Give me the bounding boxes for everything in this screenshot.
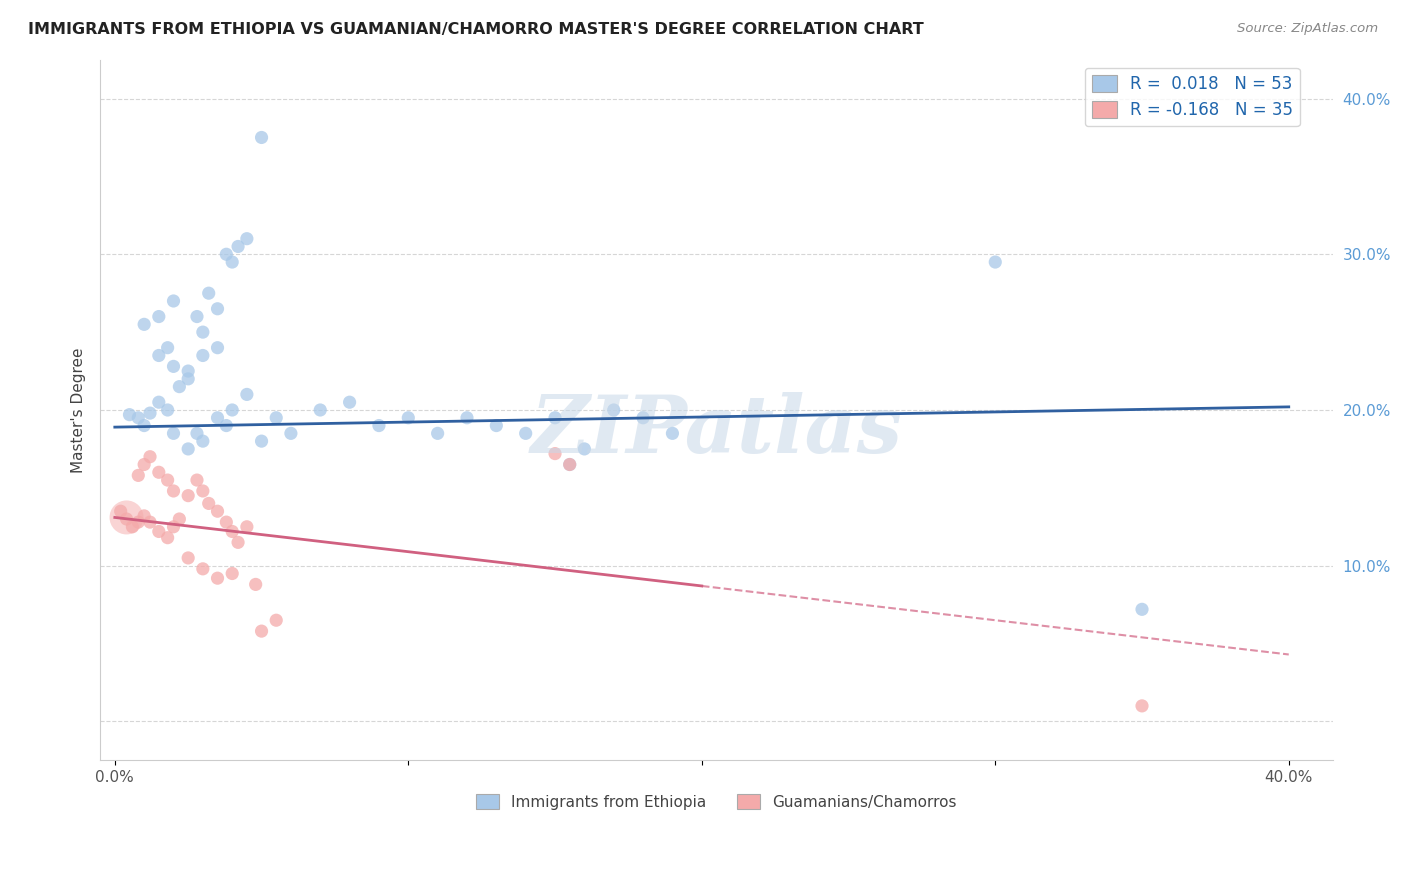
Point	[309, 403, 332, 417]
Point	[221, 255, 243, 269]
Point	[426, 426, 449, 441]
Text: IMMIGRANTS FROM ETHIOPIA VS GUAMANIAN/CHAMORRO MASTER'S DEGREE CORRELATION CHART: IMMIGRANTS FROM ETHIOPIA VS GUAMANIAN/CH…	[28, 22, 924, 37]
Point	[139, 406, 162, 420]
Point	[236, 520, 259, 534]
Point	[162, 483, 184, 498]
Point	[177, 442, 200, 456]
Point	[191, 562, 214, 576]
Point	[207, 410, 229, 425]
Point	[207, 504, 229, 518]
Point	[221, 524, 243, 539]
Point	[250, 624, 273, 639]
Point	[558, 458, 581, 472]
Point	[485, 418, 508, 433]
Point	[250, 130, 273, 145]
Point	[162, 293, 184, 308]
Point	[177, 489, 200, 503]
Point	[226, 535, 249, 549]
Point	[134, 508, 156, 523]
Point	[631, 410, 654, 425]
Point	[207, 571, 229, 585]
Point	[177, 372, 200, 386]
Point	[127, 515, 149, 529]
Point	[162, 426, 184, 441]
Point	[215, 247, 238, 261]
Point	[250, 434, 273, 449]
Y-axis label: Master's Degree: Master's Degree	[72, 347, 86, 473]
Point	[139, 450, 162, 464]
Point	[661, 426, 683, 441]
Point	[221, 403, 243, 417]
Point	[162, 520, 184, 534]
Point	[236, 387, 259, 401]
Point	[169, 512, 191, 526]
Point	[1130, 602, 1153, 616]
Point	[110, 504, 132, 518]
Point	[236, 232, 259, 246]
Point	[148, 395, 170, 409]
Point	[191, 349, 214, 363]
Point	[156, 341, 179, 355]
Point	[544, 410, 567, 425]
Point	[186, 473, 208, 487]
Text: Source: ZipAtlas.com: Source: ZipAtlas.com	[1237, 22, 1378, 36]
Point	[186, 426, 208, 441]
Point	[115, 512, 138, 526]
Point	[207, 301, 229, 316]
Point	[121, 520, 143, 534]
Point	[134, 318, 156, 332]
Point	[127, 410, 149, 425]
Point	[134, 458, 156, 472]
Legend: Immigrants from Ethiopia, Guamanians/Chamorros: Immigrants from Ethiopia, Guamanians/Cha…	[470, 788, 963, 816]
Point	[139, 515, 162, 529]
Point	[148, 310, 170, 324]
Point	[148, 349, 170, 363]
Point	[118, 408, 141, 422]
Point	[245, 577, 267, 591]
Point	[339, 395, 361, 409]
Point	[169, 379, 191, 393]
Point	[127, 468, 149, 483]
Point	[215, 418, 238, 433]
Point	[226, 239, 249, 253]
Point	[264, 410, 287, 425]
Point	[156, 403, 179, 417]
Point	[177, 364, 200, 378]
Point	[177, 550, 200, 565]
Point	[156, 531, 179, 545]
Point	[396, 410, 419, 425]
Point	[197, 496, 219, 510]
Point	[156, 473, 179, 487]
Point	[207, 341, 229, 355]
Point	[574, 442, 596, 456]
Point	[148, 465, 170, 479]
Point	[148, 524, 170, 539]
Point	[264, 613, 287, 627]
Point	[215, 515, 238, 529]
Point	[162, 359, 184, 374]
Point	[191, 483, 214, 498]
Point	[280, 426, 302, 441]
Point	[186, 310, 208, 324]
Point	[603, 403, 626, 417]
Point	[134, 418, 156, 433]
Point	[115, 510, 138, 524]
Point	[515, 426, 537, 441]
Point	[984, 255, 1007, 269]
Point	[368, 418, 391, 433]
Text: ZIPatlas: ZIPatlas	[530, 392, 903, 470]
Point	[544, 447, 567, 461]
Point	[221, 566, 243, 581]
Point	[558, 458, 581, 472]
Point	[191, 325, 214, 339]
Point	[191, 434, 214, 449]
Point	[456, 410, 478, 425]
Point	[197, 286, 219, 301]
Point	[1130, 698, 1153, 713]
